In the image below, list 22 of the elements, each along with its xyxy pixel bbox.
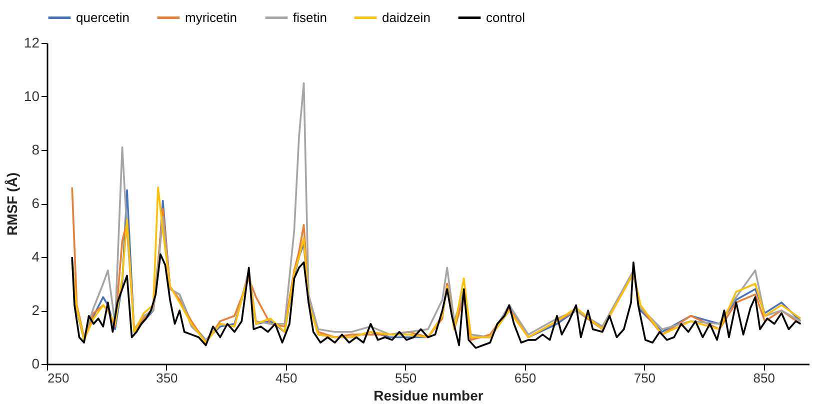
y-tick-label: 12 — [24, 34, 40, 50]
x-tick-label: 250 — [48, 370, 70, 386]
y-tick-label: 8 — [32, 142, 40, 158]
legend-label: myricetin — [185, 10, 238, 25]
y-tick-label: 4 — [32, 248, 40, 264]
x-axis-title: Residue number — [374, 388, 484, 404]
y-tick-label: 2 — [32, 302, 40, 318]
legend-label: daidzein — [382, 10, 430, 25]
line-series — [71, 253, 802, 349]
x-tick-label: 650 — [514, 370, 536, 386]
x-tick-label: 550 — [394, 370, 417, 386]
legend-label: quercetin — [76, 10, 130, 25]
y-tick-label: 6 — [32, 195, 40, 211]
y-axis-title: RMSF (Å) — [4, 172, 20, 236]
legend-label: fisetin — [293, 10, 327, 25]
y-tick-label: 10 — [24, 88, 40, 104]
legend-label: control — [486, 10, 526, 25]
y-tick-label: 0 — [32, 356, 40, 372]
x-tick-label: 450 — [276, 370, 298, 386]
x-tick-label: 850 — [753, 370, 775, 386]
x-tick-label: 750 — [634, 370, 656, 386]
x-tick-label: 350 — [156, 370, 178, 386]
